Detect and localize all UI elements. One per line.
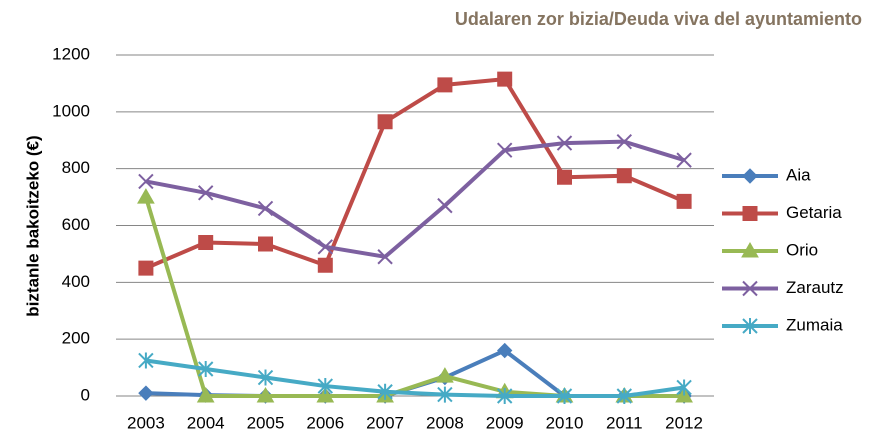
marker [436, 367, 454, 383]
marker [616, 168, 632, 184]
y-tick-label: 800 [62, 158, 90, 177]
marker [496, 342, 513, 359]
marker [197, 185, 214, 201]
marker [257, 200, 274, 217]
y-tick-label: 200 [62, 329, 90, 348]
legend-label: Orio [786, 240, 818, 259]
y-axis-label: biztanle bakoitzeko (€) [23, 135, 42, 316]
marker [257, 369, 274, 386]
marker [138, 352, 154, 369]
marker [317, 257, 333, 273]
legend-label: Aia [786, 165, 811, 184]
marker [676, 193, 692, 209]
marker [437, 386, 453, 403]
marker [316, 386, 335, 403]
marker [676, 152, 692, 168]
marker [616, 133, 633, 150]
marker [496, 142, 513, 158]
x-tick-label: 2004 [187, 413, 225, 432]
marker [317, 239, 334, 255]
x-tick-label: 2003 [127, 413, 165, 432]
series-line [145, 139, 685, 259]
marker [616, 388, 633, 404]
marker [496, 388, 513, 404]
marker [377, 114, 393, 130]
marker [377, 383, 393, 400]
series-line [143, 196, 685, 398]
legend-marker [742, 168, 758, 184]
marker [256, 386, 275, 403]
marker [557, 169, 572, 185]
marker [556, 388, 573, 404]
y-tick-label: 1000 [52, 101, 90, 120]
marker [138, 385, 154, 401]
marker [497, 71, 513, 87]
x-tick-label: 2008 [426, 413, 464, 432]
marker [317, 378, 334, 395]
legend-label: Zumaia [786, 315, 843, 334]
x-tick-label: 2009 [486, 413, 524, 432]
marker [197, 361, 214, 378]
marker [196, 386, 215, 403]
legend-label: Zarautz [786, 278, 844, 297]
marker [377, 249, 393, 265]
x-tick-label: 2005 [247, 413, 285, 432]
series-line [145, 358, 685, 398]
x-tick-label: 2012 [665, 413, 703, 432]
x-tick-label: 2010 [546, 413, 584, 432]
y-tick-label: 1200 [52, 44, 90, 63]
y-tick-label: 400 [62, 272, 90, 291]
marker [437, 197, 453, 214]
y-tick-label: 0 [81, 385, 90, 404]
series-line [145, 77, 685, 270]
marker [258, 236, 273, 252]
chart-title: Udalaren zor bizia/Deuda viva del ayunta… [455, 9, 862, 29]
legend-marker [742, 280, 758, 297]
legend-label: Getaria [786, 203, 842, 222]
legend-marker [741, 241, 759, 258]
x-tick-label: 2007 [366, 413, 404, 432]
marker [437, 77, 453, 93]
marker [138, 173, 154, 190]
legend-marker [742, 318, 758, 334]
marker [676, 379, 692, 396]
marker [198, 235, 214, 251]
legend-marker [742, 206, 758, 221]
marker [138, 260, 154, 276]
y-tick-label: 600 [62, 215, 90, 234]
x-tick-label: 2006 [306, 413, 344, 432]
x-tick-label: 2011 [606, 413, 643, 432]
marker [137, 188, 155, 204]
marker [556, 135, 573, 151]
